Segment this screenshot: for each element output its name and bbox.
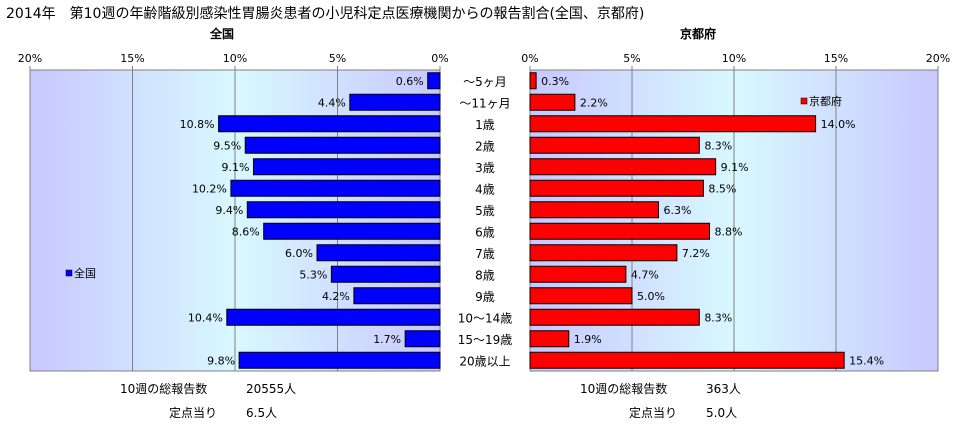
national-bar bbox=[404, 330, 441, 348]
kyoto-legend-swatch bbox=[800, 97, 808, 105]
category-label: ～11ヶ月 bbox=[459, 96, 510, 110]
national-data-label: 9.1% bbox=[221, 161, 249, 174]
kyoto-bar bbox=[529, 93, 576, 111]
kyoto-bar bbox=[529, 201, 660, 219]
kyoto-legend-label: 京都府 bbox=[809, 94, 842, 108]
kyoto-data-label: 8.8% bbox=[715, 225, 743, 238]
category-label: 5歳 bbox=[475, 204, 495, 218]
national-per-value: 6.5人 bbox=[246, 406, 278, 420]
kyoto-bar bbox=[529, 308, 700, 326]
national-data-label: 10.2% bbox=[192, 182, 227, 195]
national-tick-label: 10% bbox=[223, 52, 247, 65]
kyoto-bar bbox=[529, 330, 570, 348]
chart-title: 2014年 第10週の年齢階級別感染性胃腸炎患者の小児科定点医療機関からの報告割… bbox=[6, 6, 645, 22]
national-bar bbox=[246, 201, 441, 219]
category-label: 9歳 bbox=[475, 290, 495, 304]
kyoto-total-label: 10週の総報告数 bbox=[580, 382, 668, 396]
category-label: 3歳 bbox=[475, 161, 495, 175]
kyoto-data-label: 2.2% bbox=[580, 96, 608, 109]
kyoto-bar bbox=[529, 115, 817, 133]
national-bar bbox=[252, 158, 441, 176]
kyoto-data-label: 9.1% bbox=[721, 161, 749, 174]
kyoto-total-value: 363人 bbox=[706, 382, 741, 396]
national-data-label: 9.4% bbox=[215, 204, 243, 217]
kyoto-data-label: 8.3% bbox=[704, 311, 732, 324]
kyoto-tick-label: 0% bbox=[521, 52, 538, 65]
kyoto-data-label: 1.9% bbox=[574, 333, 602, 346]
national-data-label: 1.7% bbox=[373, 333, 401, 346]
kyoto-data-label: 7.2% bbox=[682, 247, 710, 260]
national-data-label: 6.0% bbox=[285, 247, 313, 260]
category-label: 10～14歳 bbox=[458, 311, 513, 325]
kyoto-tick-label: 5% bbox=[623, 52, 640, 65]
national-bar bbox=[349, 93, 441, 111]
national-chart-title: 全国 bbox=[210, 27, 235, 41]
kyoto-bar bbox=[529, 72, 537, 90]
category-label: 2歳 bbox=[475, 139, 495, 153]
kyoto-chart-title: 京都府 bbox=[680, 27, 717, 41]
national-bar bbox=[218, 115, 441, 133]
kyoto-data-label: 14.0% bbox=[821, 118, 856, 131]
national-data-label: 5.3% bbox=[299, 268, 327, 281]
national-legend-swatch bbox=[65, 269, 73, 277]
national-bar bbox=[238, 351, 441, 369]
national-bar bbox=[230, 179, 441, 197]
national-total-value: 20555人 bbox=[246, 382, 297, 396]
national-data-label: 0.6% bbox=[396, 75, 424, 88]
national-tick-label: 5% bbox=[329, 52, 346, 65]
kyoto-bar bbox=[529, 179, 704, 197]
national-bar bbox=[427, 72, 441, 90]
category-label: 1歳 bbox=[475, 118, 495, 132]
kyoto-bar bbox=[529, 136, 700, 154]
national-data-label: 4.2% bbox=[322, 290, 350, 303]
national-legend-label: 全国 bbox=[74, 266, 96, 280]
national-tick-label: 0% bbox=[431, 52, 448, 65]
national-data-label: 10.4% bbox=[188, 311, 223, 324]
kyoto-data-label: 6.3% bbox=[664, 204, 692, 217]
kyoto-bar bbox=[529, 158, 717, 176]
category-label: 7歳 bbox=[475, 247, 495, 261]
national-per-label: 定点当り bbox=[169, 406, 218, 420]
national-data-label: 9.5% bbox=[213, 139, 241, 152]
national-data-label: 9.8% bbox=[207, 354, 235, 367]
category-label: 6歳 bbox=[475, 225, 495, 239]
category-label: 8歳 bbox=[475, 268, 495, 282]
kyoto-bar bbox=[529, 244, 678, 262]
national-data-label: 8.6% bbox=[232, 225, 260, 238]
national-total-label: 10週の総報告数 bbox=[120, 382, 208, 396]
kyoto-per-value: 5.0人 bbox=[706, 406, 738, 420]
kyoto-tick-label: 20% bbox=[926, 52, 950, 65]
national-bar bbox=[226, 308, 441, 326]
category-label: 20歳以上 bbox=[459, 354, 510, 368]
national-bar bbox=[330, 265, 441, 283]
national-bar bbox=[244, 136, 441, 154]
national-bar bbox=[353, 287, 441, 305]
kyoto-data-label: 4.7% bbox=[631, 268, 659, 281]
kyoto-bar bbox=[529, 287, 633, 305]
national-bar bbox=[263, 222, 441, 240]
national-data-label: 10.8% bbox=[180, 118, 215, 131]
kyoto-data-label: 15.4% bbox=[849, 354, 884, 367]
kyoto-tick-label: 15% bbox=[824, 52, 848, 65]
category-label: 4歳 bbox=[475, 182, 495, 196]
category-label: 15～19歳 bbox=[458, 333, 513, 347]
national-tick-label: 15% bbox=[120, 52, 144, 65]
national-bar bbox=[316, 244, 441, 262]
category-label: ～5ヶ月 bbox=[463, 75, 507, 89]
kyoto-tick-label: 10% bbox=[722, 52, 746, 65]
kyoto-data-label: 8.3% bbox=[704, 139, 732, 152]
national-data-label: 4.4% bbox=[318, 96, 346, 109]
kyoto-per-label: 定点当り bbox=[629, 406, 678, 420]
kyoto-data-label: 0.3% bbox=[541, 75, 569, 88]
kyoto-bar bbox=[529, 265, 627, 283]
kyoto-bar bbox=[529, 351, 845, 369]
kyoto-bar bbox=[529, 222, 711, 240]
kyoto-data-label: 8.5% bbox=[708, 182, 736, 195]
kyoto-data-label: 5.0% bbox=[637, 290, 665, 303]
national-tick-label: 20% bbox=[18, 52, 42, 65]
